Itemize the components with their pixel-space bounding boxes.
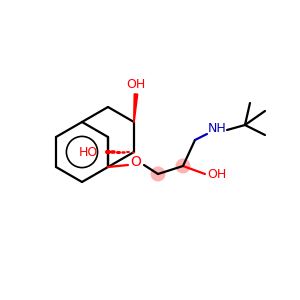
Polygon shape: [134, 94, 138, 122]
Circle shape: [176, 158, 190, 173]
Text: OH: OH: [207, 169, 226, 182]
Text: HO: HO: [78, 146, 98, 158]
Text: O: O: [130, 155, 141, 169]
Text: OH: OH: [126, 77, 146, 91]
Circle shape: [151, 167, 166, 182]
Text: NH: NH: [208, 122, 226, 134]
